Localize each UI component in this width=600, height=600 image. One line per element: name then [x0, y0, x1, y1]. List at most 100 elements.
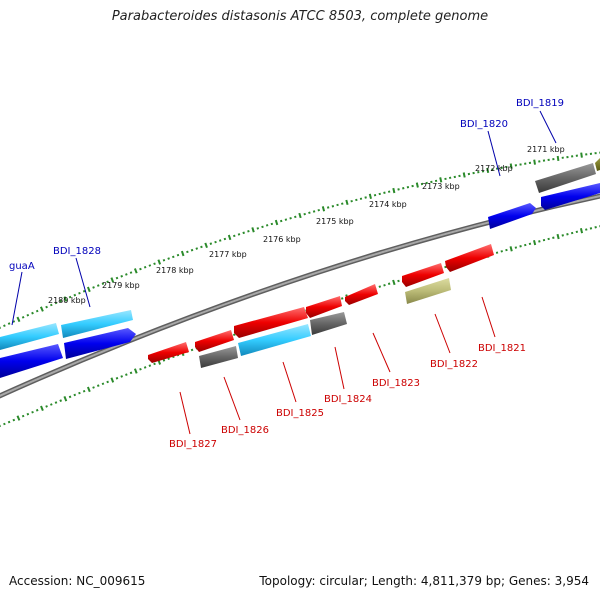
scale-minor-tick	[223, 237, 227, 241]
gene-label-bdi-1826: BDI_1826	[221, 425, 269, 436]
scale-minor-tick	[589, 227, 593, 230]
scale-minor-tick	[594, 226, 597, 229]
scale-major-tick	[298, 212, 302, 219]
scale-minor-tick	[96, 384, 100, 387]
gene-label-bdi-1819: BDI_1819	[516, 98, 564, 109]
scale-minor-tick	[528, 242, 532, 246]
scale-label: 2176 kbp	[263, 235, 301, 244]
scale-minor-tick	[575, 230, 579, 234]
gene-bdi-1824[interactable]	[310, 312, 347, 335]
scale-minor-tick	[143, 366, 147, 369]
gene-bdi-1822[interactable]	[405, 278, 451, 304]
scale-major-tick	[345, 199, 349, 206]
scale-minor-tick	[270, 222, 274, 226]
gene-label-bdi-1820: BDI_1820	[460, 119, 508, 130]
scale-major-tick	[16, 316, 21, 323]
scale-minor-tick	[176, 253, 180, 257]
scale-minor-tick	[45, 405, 48, 408]
scale-minor-tick	[101, 382, 105, 386]
scale-major-tick	[509, 163, 513, 169]
gene-bdi-1826[interactable]	[199, 346, 238, 368]
scale-major-tick	[439, 177, 443, 183]
scale-minor-tick	[26, 313, 30, 317]
scale-minor-tick	[78, 391, 81, 395]
scale-minor-tick	[167, 257, 170, 260]
scale-minor-tick	[294, 215, 297, 219]
scale-minor-tick	[92, 386, 95, 389]
gene-label-bdi-1828: BDI_1828	[53, 246, 101, 257]
scale-minor-tick	[538, 240, 541, 243]
gene-label-bdi-1823: BDI_1823	[372, 378, 420, 389]
gene-bdi-1828[interactable]	[61, 310, 133, 338]
scale-minor-tick	[59, 399, 63, 402]
scale-minor-tick	[129, 371, 133, 375]
scale-minor-tick	[125, 373, 128, 376]
scale-minor-tick	[82, 289, 86, 293]
scale-minor-tick	[387, 282, 391, 286]
scale-minor-tick	[73, 293, 77, 297]
gene-bdi-1828-cds[interactable]	[64, 328, 136, 359]
gene-bdi-1821[interactable]	[445, 244, 494, 272]
gene-bdi-1825-a[interactable]	[234, 307, 308, 338]
scale-minor-tick	[378, 285, 382, 288]
gene-bdi-1823[interactable]	[345, 284, 378, 305]
scale-minor-tick	[350, 199, 353, 203]
gene-bdi-1827[interactable]	[148, 342, 189, 363]
gene-bdi-1820[interactable]	[488, 203, 536, 229]
scale-minor-tick	[495, 251, 499, 254]
scale-label: 2177 kbp	[209, 250, 247, 259]
scale-minor-tick	[31, 410, 34, 414]
scale-minor-tick	[341, 202, 344, 205]
scale-minor-tick	[21, 315, 25, 319]
scale-minor-tick	[96, 284, 100, 287]
genome-backbone	[0, 193, 600, 399]
scale-minor-tick	[31, 311, 34, 315]
scale-major-tick	[40, 405, 44, 411]
scale-minor-tick	[101, 282, 105, 285]
scale-minor-tick	[200, 245, 203, 249]
scale-minor-tick	[308, 211, 311, 215]
scale-minor-tick	[364, 196, 367, 199]
scale-major-tick	[204, 242, 208, 249]
scale-minor-tick	[519, 245, 522, 248]
scale-minor-tick	[106, 380, 109, 384]
scale-label: 2179 kbp	[102, 281, 140, 290]
scale-minor-tick	[120, 375, 124, 378]
scale-major-tick	[556, 155, 560, 162]
scale-minor-tick	[256, 227, 260, 230]
scale-label: 2173 kbp	[422, 182, 460, 191]
gene-olive-partial[interactable]	[595, 158, 600, 171]
scale-major-tick	[157, 259, 162, 265]
gene-bdi-1822-a[interactable]	[402, 263, 444, 287]
scale-minor-tick	[340, 297, 344, 300]
scale-minor-tick	[237, 233, 241, 236]
scale-minor-tick	[331, 204, 335, 208]
scale-major-tick	[392, 187, 396, 194]
scale-major-tick	[533, 239, 537, 246]
scale-major-tick	[251, 227, 255, 233]
scale-minor-tick	[125, 273, 128, 276]
scale-minor-tick	[373, 193, 377, 197]
scale-minor-tick	[12, 320, 16, 323]
scale-major-tick	[110, 277, 115, 283]
gene-bdi-1824-a[interactable]	[306, 296, 342, 318]
scale-minor-tick	[585, 228, 588, 231]
scale-minor-tick	[378, 192, 381, 196]
scale-minor-tick	[265, 224, 269, 227]
scale-minor-tick	[355, 198, 358, 202]
scale-minor-tick	[59, 299, 63, 303]
scale-minor-tick	[186, 250, 189, 254]
scale-minor-tick	[444, 265, 447, 269]
scale-minor-tick	[49, 303, 53, 307]
gene-guaa-cds[interactable]	[0, 344, 63, 378]
scale-minor-tick	[552, 236, 555, 239]
scale-minor-tick	[312, 210, 316, 213]
gene-rna-1819-upstream[interactable]	[535, 163, 596, 193]
gene-bdi-1819[interactable]	[541, 183, 600, 210]
gene-guaa[interactable]	[0, 323, 59, 350]
label-leaders	[11, 110, 557, 435]
gene-bdi-1825[interactable]	[238, 324, 311, 356]
gene-bdi-1826-a[interactable]	[195, 330, 234, 352]
scale-major-tick	[556, 233, 560, 240]
